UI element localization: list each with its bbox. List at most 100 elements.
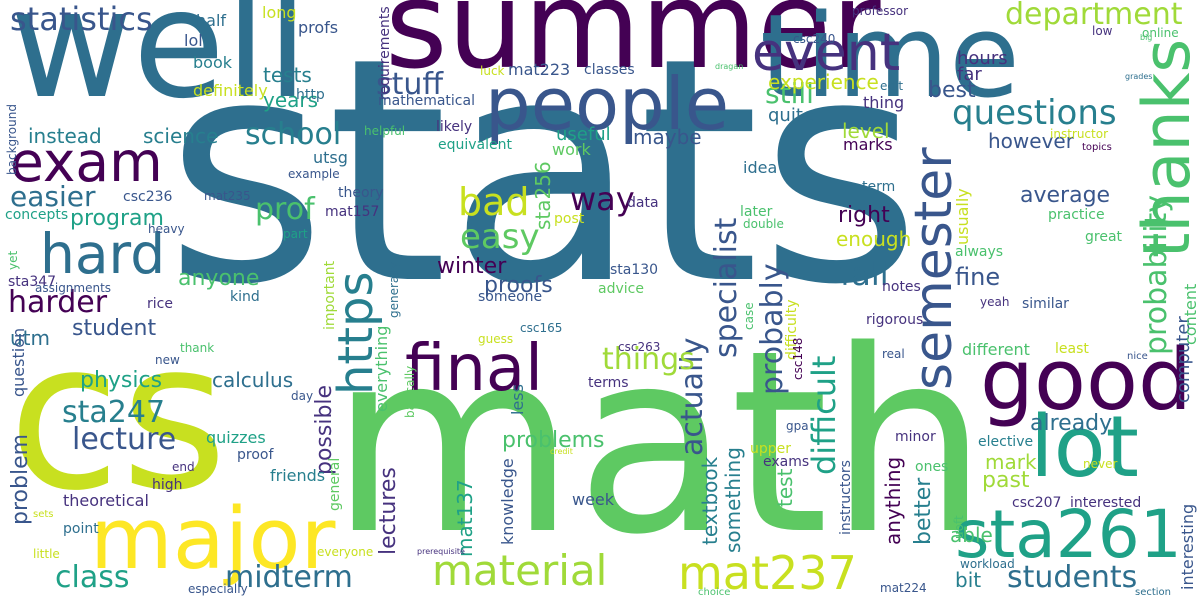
word-major: major (90, 490, 336, 589)
word-way: way (570, 180, 635, 218)
word-midterm: midterm (225, 560, 353, 595)
word-mark: mark (985, 450, 1037, 474)
word-stuff: stuff (376, 67, 444, 102)
word-csc240: csc240 (793, 32, 836, 46)
word-mat137: mat137 (453, 479, 477, 557)
word-math: math (330, 297, 989, 590)
word-long: long (262, 3, 297, 22)
word-thank: thank (180, 341, 215, 355)
word-mat224: mat224 (880, 581, 927, 595)
word-likely: likely (436, 119, 473, 135)
word-friends: friends (270, 466, 326, 485)
word-good: good (980, 331, 1192, 430)
word-nice: nice (1127, 351, 1148, 362)
word-section: section (1135, 587, 1172, 598)
word-especially: especially (188, 582, 248, 596)
word-sta347: sta347 (8, 274, 57, 290)
word-physics: physics (80, 368, 163, 393)
word-csc236: csc236 (123, 189, 173, 205)
word-interesting: interesting (1178, 503, 1197, 590)
word-yet: yet (6, 250, 20, 270)
word-online: online (1142, 26, 1179, 40)
word-sets: sets (33, 509, 54, 520)
word-maybe: maybe (633, 125, 702, 149)
word-content: content (1181, 283, 1200, 345)
word-case: case (742, 302, 756, 330)
word-choice: choice (698, 587, 731, 598)
word-bit: bit (955, 568, 982, 592)
word-ones: ones (915, 459, 949, 475)
word-something: something (721, 447, 745, 553)
word-interested: interested (1070, 495, 1142, 511)
word-quite: quite (768, 105, 814, 126)
word-thing: thing (863, 93, 905, 112)
word-csc165: csc165 (520, 321, 563, 335)
word-far: far (957, 64, 982, 85)
word-yeah: yeah (980, 295, 1010, 309)
word-mat157: mat157 (325, 204, 380, 220)
word-work: work (552, 140, 591, 159)
word-final: final (405, 332, 543, 406)
word-school: school (245, 117, 342, 152)
word-practice: practice (1048, 207, 1105, 223)
word-terms: terms (588, 375, 629, 391)
word-instructors: instructors (838, 460, 854, 535)
word-kind: kind (230, 289, 260, 305)
word-sta247: sta247 (62, 395, 166, 430)
word-mat223: mat223 (508, 60, 571, 79)
word-edit: edit (880, 79, 904, 93)
word-double: double (743, 217, 784, 231)
word-theoretical: theoretical (63, 491, 149, 510)
word-rice: rice (147, 296, 173, 312)
word-semester: semester (904, 147, 964, 390)
word-prerequisite: prerequisite (417, 547, 465, 556)
word-least: least (1055, 341, 1089, 357)
word-book: book (193, 53, 232, 72)
word-hard: hard (40, 222, 166, 286)
word-fall: fall (840, 255, 889, 293)
word-time: time (760, 0, 1020, 124)
word-point: point (63, 521, 99, 537)
word-week: week (572, 490, 615, 509)
word-years: years (263, 88, 319, 112)
word-important: important (322, 260, 338, 330)
word-heavy: heavy (148, 222, 185, 236)
word-easier: easier (10, 180, 96, 213)
word-better: better (911, 477, 936, 545)
word-great: great (1085, 229, 1123, 245)
word-luck: luck (480, 64, 505, 78)
word-rigorous: rigorous (866, 312, 924, 328)
word-lectures: lectures (376, 467, 401, 555)
word-csc148: csc148 (791, 337, 805, 380)
word-test: test (773, 468, 797, 507)
word-grades: grades (1125, 72, 1153, 81)
word-level: level (842, 119, 890, 143)
word-quizzes: quizzes (206, 428, 266, 447)
word-proof: proof (237, 447, 274, 463)
word-exams: exams (763, 454, 810, 470)
word-utsg: utsg (313, 148, 348, 167)
word-assignments: assignments (35, 281, 112, 295)
word-marks: marks (843, 135, 893, 154)
word-csc207: csc207 (1012, 495, 1062, 511)
word-probability: probability (1139, 194, 1174, 355)
word-http: http (296, 87, 325, 103)
word-student: student (72, 316, 157, 341)
word-minor: minor (895, 429, 936, 445)
word-professor: professor (852, 4, 909, 18)
word-instructor: instructor (1050, 127, 1109, 141)
word-winter: winter (437, 254, 507, 279)
word-science: science (143, 124, 219, 148)
word-useful: useful (556, 124, 611, 145)
word-workload: workload (960, 557, 1015, 571)
word-advice: advice (598, 281, 644, 297)
word-problem: problem (8, 433, 33, 525)
word-upper: upper (750, 441, 792, 457)
word-harder: harder (8, 285, 108, 320)
word-idea: idea (743, 158, 778, 177)
word-difficult: difficult (805, 355, 843, 475)
word-example: example (288, 167, 340, 181)
word-cs: cs (8, 298, 228, 536)
word-real: real (882, 347, 905, 361)
word-requirements: requirements (377, 6, 393, 100)
